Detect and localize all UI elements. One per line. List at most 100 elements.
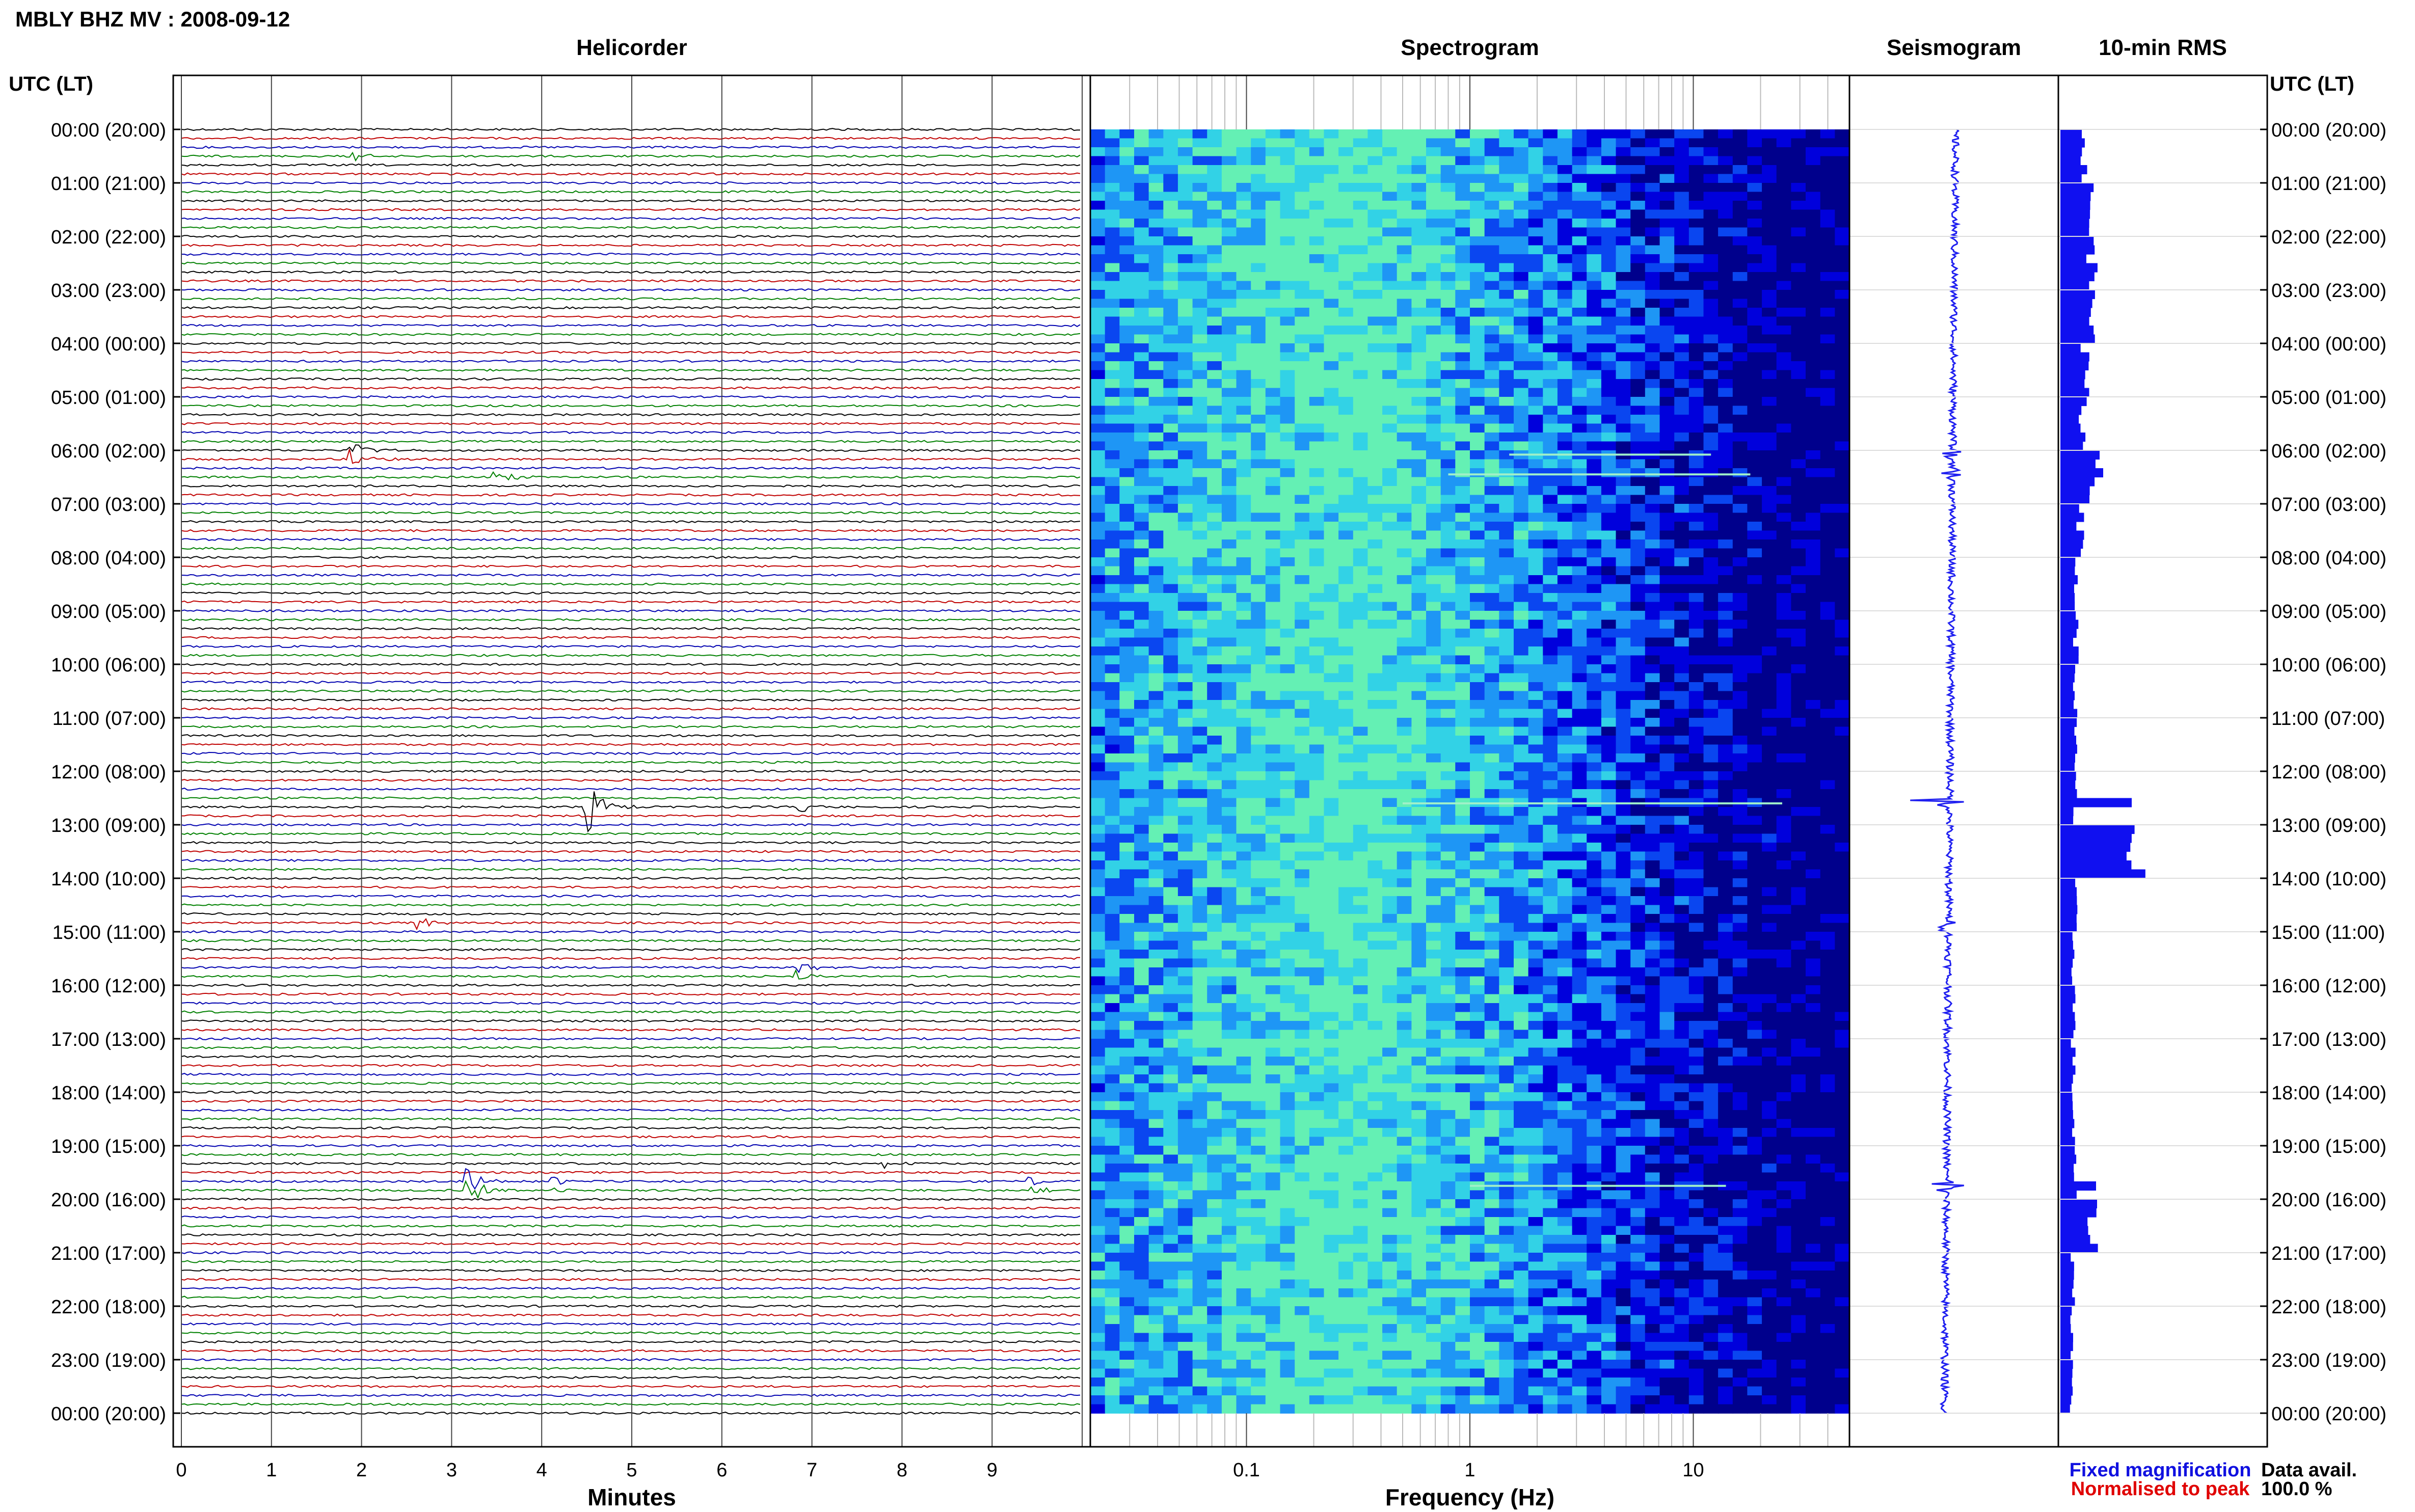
spectrogram-cell xyxy=(1353,878,1369,888)
spectrogram-cell xyxy=(1119,174,1135,183)
spectrogram-cell xyxy=(1762,709,1777,718)
spectrogram-cell xyxy=(1280,495,1295,504)
spectrogram-cell xyxy=(1806,450,1821,460)
spectrogram-cell xyxy=(1732,843,1748,852)
spectrogram-cell xyxy=(1587,932,1602,941)
spectrogram-cell xyxy=(1499,316,1514,326)
spectrogram-cell xyxy=(1426,406,1441,415)
helicorder-trace xyxy=(181,1402,1081,1406)
spectrogram-cell xyxy=(1324,887,1339,897)
spectrogram-cell xyxy=(1090,361,1106,371)
spectrogram-cell xyxy=(1806,129,1821,139)
spectrogram-cell xyxy=(1382,780,1398,790)
spectrogram-cell xyxy=(1674,326,1689,335)
spectrogram-cell xyxy=(1295,254,1310,264)
spectrogram-cell xyxy=(1806,691,1821,700)
spectrogram-cell xyxy=(1820,646,1836,656)
spectrogram-cell xyxy=(1163,789,1178,799)
spectrogram-cell xyxy=(1674,334,1689,344)
spectrogram-cell xyxy=(1324,290,1339,300)
spectrogram-cell xyxy=(1674,433,1689,442)
spectrogram-cell xyxy=(1265,388,1281,397)
spectrogram-cell xyxy=(1820,923,1836,932)
helicorder-trace xyxy=(181,627,1081,631)
spectrogram-cell xyxy=(1747,780,1762,790)
spectrogram-cell xyxy=(1295,869,1310,879)
helicorder-trace xyxy=(181,1233,1081,1237)
spectrogram-cell xyxy=(1251,700,1266,710)
spectrogram-cell xyxy=(1835,673,1849,683)
spectrogram-cell xyxy=(1338,299,1354,308)
spectrogram-cell xyxy=(1762,129,1777,139)
spectrogram-cell xyxy=(1674,370,1689,380)
spectrogram-cell xyxy=(1499,254,1514,264)
spectrogram-cell xyxy=(1528,923,1544,932)
spectrogram-cell xyxy=(1718,923,1733,932)
spectrogram-cell xyxy=(1251,878,1266,888)
spectrogram-cell xyxy=(1177,878,1193,888)
spectrogram-cell xyxy=(1499,655,1514,665)
spectrogram-cell xyxy=(1397,887,1412,897)
spectrogram-cell xyxy=(1587,896,1602,906)
spectrogram-cell xyxy=(1484,825,1500,834)
spectrogram-cell xyxy=(1309,950,1325,959)
spectrogram-cell xyxy=(1177,637,1193,647)
spectrogram-cell xyxy=(1221,629,1237,638)
spectrogram-cell xyxy=(1207,807,1222,817)
spectrogram-cell xyxy=(1557,209,1573,219)
spectrogram-cell xyxy=(1192,709,1208,718)
spectrogram-cell xyxy=(1105,219,1120,228)
spectrogram-cell xyxy=(1353,397,1369,407)
spectrogram-cell xyxy=(1659,557,1675,567)
spectrogram-cell xyxy=(1674,700,1689,710)
spectrogram-cell xyxy=(1703,504,1719,514)
spectrogram-cell xyxy=(1192,619,1208,629)
spectrogram-cell xyxy=(1148,851,1164,861)
spectrogram-cell xyxy=(1382,263,1398,273)
spectrogram-cell xyxy=(1148,726,1164,736)
spectrogram-cell xyxy=(1732,753,1748,763)
spectrogram-cell xyxy=(1382,744,1398,754)
spectrogram-cell xyxy=(1587,619,1602,629)
spectrogram-cell xyxy=(1762,370,1777,380)
spectrogram-cell xyxy=(1557,486,1573,496)
spectrogram-cell xyxy=(1587,352,1602,362)
spectrogram-cell xyxy=(1295,771,1310,781)
spectrogram-cell xyxy=(1674,459,1689,469)
spectrogram-cell xyxy=(1762,691,1777,700)
spectrogram-cell xyxy=(1265,664,1281,674)
spectrogram-cell xyxy=(1645,789,1660,799)
spectrogram-cell xyxy=(1207,406,1222,415)
spectrogram-cell xyxy=(1630,227,1646,237)
spectrogram-cell xyxy=(1367,530,1383,540)
spectrogram-cell xyxy=(1514,406,1529,415)
spectrogram-cell xyxy=(1397,825,1412,834)
spectrogram-cell xyxy=(1309,619,1325,629)
spectrogram-cell xyxy=(1177,352,1193,362)
spectrogram-cell xyxy=(1411,129,1427,139)
spectrogram-cell xyxy=(1221,477,1237,487)
spectrogram-cell xyxy=(1338,593,1354,603)
spectrogram-cell xyxy=(1835,138,1849,148)
spectrogram-cell xyxy=(1280,254,1295,264)
spectrogram-cell xyxy=(1353,459,1369,469)
spectrogram-cell xyxy=(1236,736,1251,745)
spectrogram-cell xyxy=(1718,807,1733,817)
spectrogram-cell xyxy=(1105,397,1120,407)
spectrogram-cell xyxy=(1514,281,1529,290)
spectrogram-cell xyxy=(1105,423,1120,433)
spectrogram-cell xyxy=(1148,575,1164,585)
spectrogram-cell xyxy=(1236,308,1251,317)
spectrogram-cell xyxy=(1732,308,1748,317)
spectrogram-cell xyxy=(1820,896,1836,906)
spectrogram-cell xyxy=(1207,486,1222,496)
spectrogram-cell xyxy=(1105,887,1120,897)
spectrogram-cell xyxy=(1616,299,1631,308)
spectrogram-cell xyxy=(1397,682,1412,692)
spectrogram-cell xyxy=(1119,932,1135,941)
spectrogram-cell xyxy=(1484,789,1500,799)
spectrogram-cell xyxy=(1411,709,1427,718)
spectrogram-cell xyxy=(1397,308,1412,317)
spectrogram-cell xyxy=(1251,691,1266,700)
